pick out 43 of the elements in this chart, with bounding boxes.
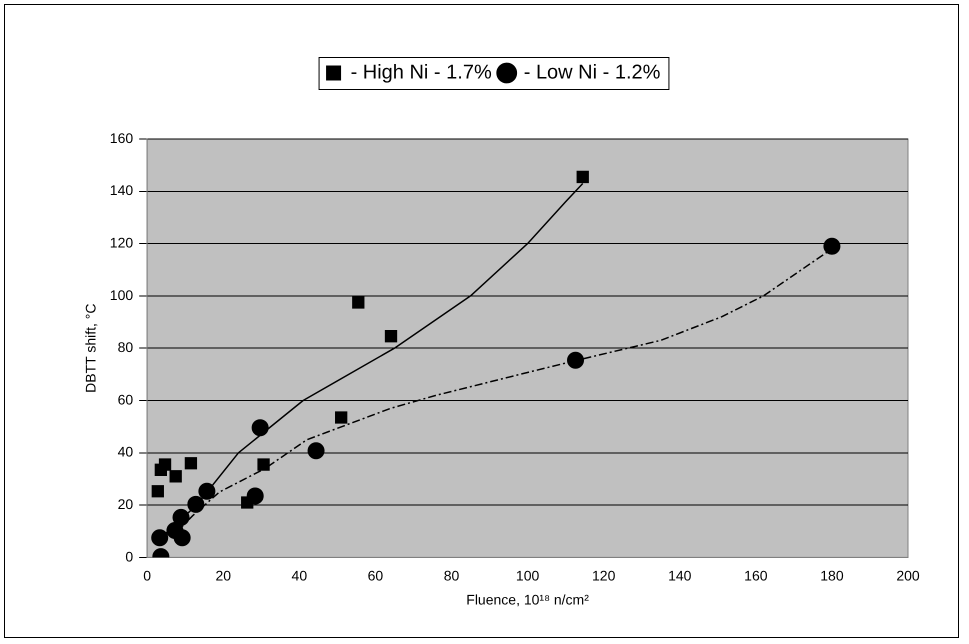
point xyxy=(335,411,348,424)
point xyxy=(170,470,182,482)
point xyxy=(241,496,254,509)
y-tick-label: 0 xyxy=(125,548,134,564)
y-tick-label: 140 xyxy=(110,182,134,198)
point xyxy=(151,529,168,546)
point xyxy=(576,170,589,184)
x-tick-label: 20 xyxy=(215,568,232,584)
x-tick-label: 160 xyxy=(744,568,768,584)
x-tick-label: 120 xyxy=(592,568,616,584)
point xyxy=(198,482,216,500)
point xyxy=(152,485,164,498)
legend-label: - Low Ni - 1.2% xyxy=(524,62,661,84)
x-tick-label: 80 xyxy=(444,568,460,584)
point xyxy=(158,458,172,471)
point xyxy=(823,238,840,255)
point xyxy=(308,442,325,460)
x-tick-label: 140 xyxy=(668,568,692,584)
y-axis-title: DBTT shift, °C xyxy=(82,304,98,393)
point xyxy=(384,330,398,342)
point xyxy=(257,458,270,471)
legend-label: - High Ni - 1.7% xyxy=(350,62,492,84)
y-tick-label: 20 xyxy=(118,496,134,512)
point xyxy=(252,419,269,436)
point xyxy=(187,496,204,513)
y-tick-label: 120 xyxy=(110,234,134,250)
y-tick-label: 60 xyxy=(118,391,134,408)
point xyxy=(174,529,191,546)
y-tick-label: 40 xyxy=(118,444,134,460)
x-tick-label: 60 xyxy=(368,568,384,584)
y-tick-label: 100 xyxy=(110,286,134,303)
point xyxy=(184,457,198,470)
x-tick-label: 40 xyxy=(292,568,308,584)
x-tick-label: 180 xyxy=(820,568,844,584)
y-tick-label: 160 xyxy=(110,130,134,146)
x-tick-label: 0 xyxy=(143,568,152,584)
point xyxy=(567,352,584,369)
point xyxy=(172,508,190,526)
x-tick-label: 200 xyxy=(896,568,920,584)
point xyxy=(352,296,364,309)
x-tick-label: 100 xyxy=(516,568,540,584)
y-tick-label: 80 xyxy=(118,339,134,356)
x-axis-title: Fluence, 10¹⁸ n/cm² xyxy=(466,591,590,608)
